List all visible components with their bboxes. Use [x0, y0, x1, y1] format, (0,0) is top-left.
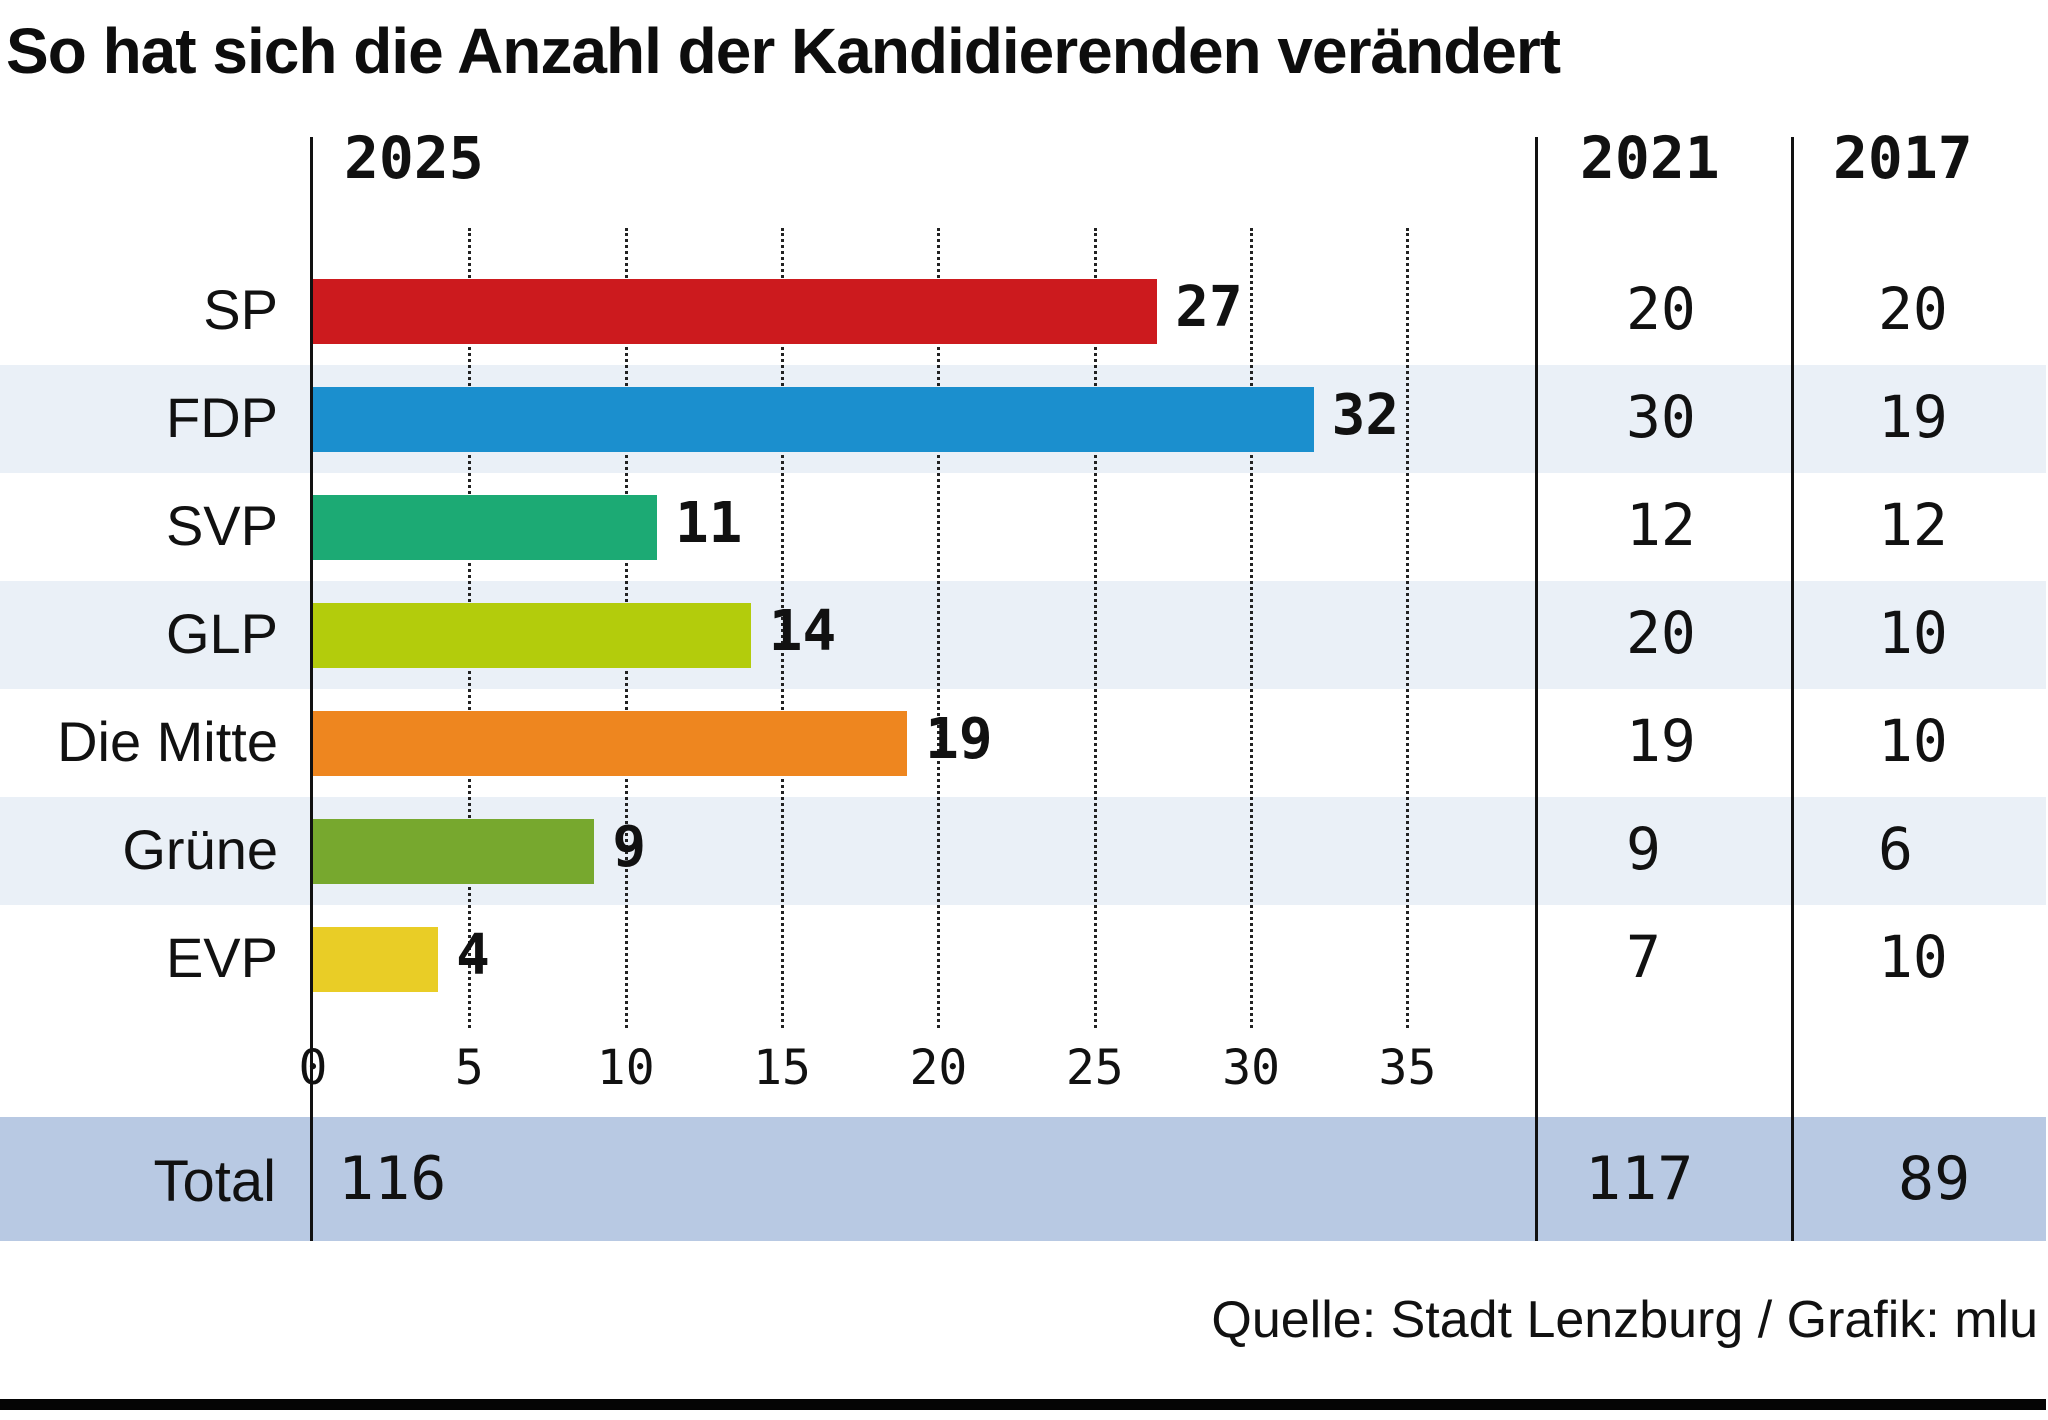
divider-2021	[1535, 137, 1538, 1241]
value-2021: 19	[1626, 707, 1696, 775]
category-label: Die Mitte	[57, 710, 278, 773]
value-2017: 10	[1878, 599, 1948, 667]
x-tick-label: 35	[1378, 1040, 1437, 1096]
x-tick-label: 30	[1222, 1040, 1280, 1096]
value-2021: 12	[1626, 491, 1696, 559]
year-header-2025: 2025	[344, 124, 484, 192]
x-tick-label: 0	[298, 1040, 328, 1096]
row-band	[0, 797, 2046, 905]
x-tick-label: 5	[454, 1040, 484, 1096]
value-2017: 6	[1878, 815, 1913, 883]
value-2021: 30	[1626, 383, 1696, 451]
category-label: GLP	[165, 602, 278, 665]
value-2021: 20	[1626, 599, 1696, 667]
category-label: SVP	[165, 494, 278, 557]
total-band	[0, 1117, 2046, 1241]
total-2021: 117	[1585, 1144, 1694, 1214]
value-2017: 10	[1878, 707, 1948, 775]
bar	[313, 278, 1158, 344]
category-label: Grüne	[122, 818, 278, 881]
value-2021: 9	[1626, 815, 1661, 883]
x-tick-label: 10	[596, 1040, 655, 1096]
bar-value-label: 14	[768, 599, 837, 664]
bar	[313, 494, 657, 560]
value-2017: 12	[1878, 491, 1948, 559]
divider-2017	[1791, 137, 1794, 1241]
year-header-2021: 2021	[1580, 124, 1720, 192]
bar-value-label: 19	[925, 707, 993, 772]
total-2017: 89	[1898, 1144, 1971, 1214]
bar	[313, 710, 908, 776]
value-2017: 19	[1878, 383, 1948, 451]
bar-value-label: 27	[1175, 275, 1243, 340]
gridline	[1093, 228, 1097, 1028]
x-tick-label: 25	[1065, 1040, 1124, 1096]
x-tick-label: 20	[909, 1040, 968, 1096]
value-2017: 20	[1878, 275, 1948, 343]
gridline	[937, 228, 941, 1028]
category-label: SP	[203, 278, 278, 341]
row-band	[0, 581, 2046, 689]
chart-title: So hat sich die Anzahl der Kandidierende…	[6, 15, 1561, 87]
gridline	[781, 228, 785, 1028]
total-2025: 116	[338, 1144, 447, 1214]
bar-value-label: 4	[456, 923, 490, 988]
bar	[313, 602, 751, 668]
bottom-rule	[0, 1399, 2046, 1410]
category-label: FDP	[166, 386, 278, 449]
axis-line	[310, 137, 313, 1241]
category-label: EVP	[165, 926, 278, 989]
total-label: Total	[153, 1149, 276, 1214]
value-2021: 20	[1626, 275, 1696, 343]
bar-value-label: 11	[674, 491, 743, 556]
value-2017: 10	[1878, 923, 1948, 991]
x-tick-label: 15	[753, 1040, 811, 1096]
value-2021: 7	[1626, 923, 1661, 991]
bar	[313, 926, 439, 992]
year-header-2017: 2017	[1833, 124, 1973, 192]
gridline	[1406, 228, 1410, 1028]
bar-value-label: 32	[1331, 383, 1400, 448]
bar	[313, 818, 595, 884]
bar	[313, 386, 1314, 452]
source-note: Quelle: Stadt Lenzburg / Grafik: mlu	[1211, 1291, 2038, 1349]
gridline	[1250, 228, 1254, 1028]
bar-value-label: 9	[612, 815, 647, 880]
